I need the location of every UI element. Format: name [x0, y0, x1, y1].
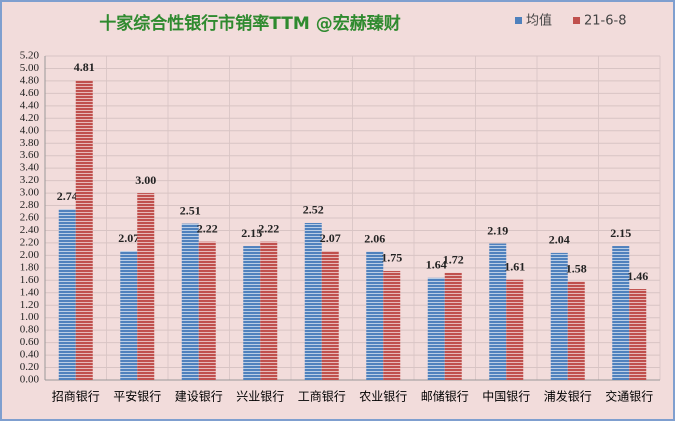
x-tick-label: 交通银行	[605, 389, 653, 404]
data-label: 2.22	[197, 221, 218, 235]
bar	[383, 270, 401, 380]
y-tick-label: 4.40	[20, 99, 40, 111]
data-label: 1.58	[566, 261, 587, 275]
bar	[550, 252, 568, 380]
x-tick-label: 农业银行	[359, 390, 407, 404]
bar	[321, 251, 339, 380]
data-label: 2.51	[180, 203, 201, 217]
x-tick-label: 中国银行	[482, 389, 530, 404]
chart-title: 十家综合性银行市销率TTM @宏赫臻财	[99, 13, 400, 34]
data-label: 2.15	[610, 226, 631, 240]
legend-label: 21-6-8	[584, 14, 626, 29]
bar	[260, 241, 278, 380]
y-tick-label: 3.80	[20, 137, 40, 149]
y-tick-label: 4.00	[20, 124, 40, 136]
data-label: 1.61	[504, 259, 525, 273]
bar	[58, 209, 76, 380]
y-tick-label: 1.80	[20, 261, 40, 273]
y-tick-label: 3.40	[20, 162, 40, 174]
bar	[198, 241, 216, 380]
x-tick-label: 浦发银行	[544, 389, 592, 404]
bar	[137, 193, 155, 380]
y-tick-label: 1.60	[20, 274, 40, 286]
data-label: 2.19	[487, 223, 508, 237]
legend-swatch	[515, 17, 522, 24]
y-tick-label: 1.40	[20, 286, 40, 298]
y-tick-label: 3.20	[20, 174, 40, 186]
x-tick-label: 建设银行	[175, 390, 223, 404]
bar	[75, 80, 93, 381]
data-label: 1.75	[381, 251, 402, 265]
y-tick-label: 5.00	[20, 62, 40, 74]
bar	[567, 281, 585, 380]
x-tick-label: 兴业银行	[236, 390, 284, 404]
y-tick-label: 2.40	[20, 224, 40, 236]
y-tick-label: 4.20	[20, 112, 40, 124]
data-label: 2.74	[57, 189, 78, 203]
data-label: 3.00	[135, 173, 156, 187]
bar	[366, 251, 384, 380]
y-tick-label: 5.20	[20, 50, 40, 62]
y-tick-label: 0.20	[20, 361, 40, 373]
y-tick-label: 2.20	[20, 236, 40, 248]
y-tick-label: 4.80	[20, 74, 40, 86]
data-label: 1.64	[426, 258, 447, 272]
legend-label: 均值	[526, 13, 552, 29]
data-label: 2.52	[303, 203, 324, 217]
data-label: 1.46	[627, 269, 648, 283]
data-label: 1.72	[443, 253, 464, 267]
data-label: 2.07	[320, 231, 341, 245]
bar	[612, 246, 630, 380]
bar	[427, 277, 445, 380]
data-label: 4.81	[74, 60, 95, 74]
y-tick-label: 4.60	[20, 87, 40, 99]
y-tick-label: 2.80	[20, 199, 40, 211]
legend-swatch	[573, 17, 581, 24]
bar	[489, 243, 507, 380]
bar	[120, 251, 138, 380]
data-label: 2.06	[364, 231, 385, 245]
y-tick-label: 1.20	[20, 299, 40, 311]
y-tick-label: 0.60	[20, 336, 40, 348]
bar	[243, 246, 261, 380]
y-tick-label: 0.40	[20, 349, 40, 361]
data-label: 2.22	[258, 221, 279, 235]
y-tick-label: 0.80	[20, 324, 40, 336]
x-tick-label: 工商银行	[298, 389, 346, 404]
bar	[181, 223, 199, 380]
bar	[444, 272, 462, 380]
data-label: 2.07	[118, 231, 139, 245]
y-tick-label: 0.00	[20, 374, 40, 386]
y-tick-label: 2.00	[20, 249, 40, 261]
x-tick-label: 招商银行	[52, 389, 100, 404]
bar	[629, 289, 647, 380]
x-tick-label: 平安银行	[113, 389, 161, 404]
y-tick-label: 1.00	[20, 311, 40, 323]
bar	[506, 279, 524, 380]
x-tick-label: 邮储银行	[421, 389, 469, 404]
bar	[304, 222, 322, 380]
data-label: 2.15	[241, 226, 262, 240]
y-tick-label: 3.00	[20, 187, 40, 199]
y-tick-label: 2.60	[20, 212, 40, 224]
data-label: 2.04	[549, 233, 570, 247]
y-tick-label: 3.60	[20, 149, 40, 161]
